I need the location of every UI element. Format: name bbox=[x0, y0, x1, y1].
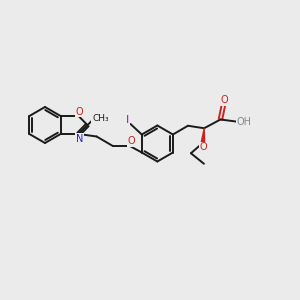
Text: O: O bbox=[200, 142, 208, 152]
Text: I: I bbox=[126, 115, 129, 124]
Text: O: O bbox=[127, 136, 135, 146]
Text: O: O bbox=[220, 95, 228, 105]
Text: O: O bbox=[76, 106, 83, 116]
Polygon shape bbox=[201, 128, 205, 143]
Text: OH: OH bbox=[236, 116, 251, 127]
Text: CH₃: CH₃ bbox=[92, 114, 109, 123]
Text: N: N bbox=[76, 134, 83, 143]
